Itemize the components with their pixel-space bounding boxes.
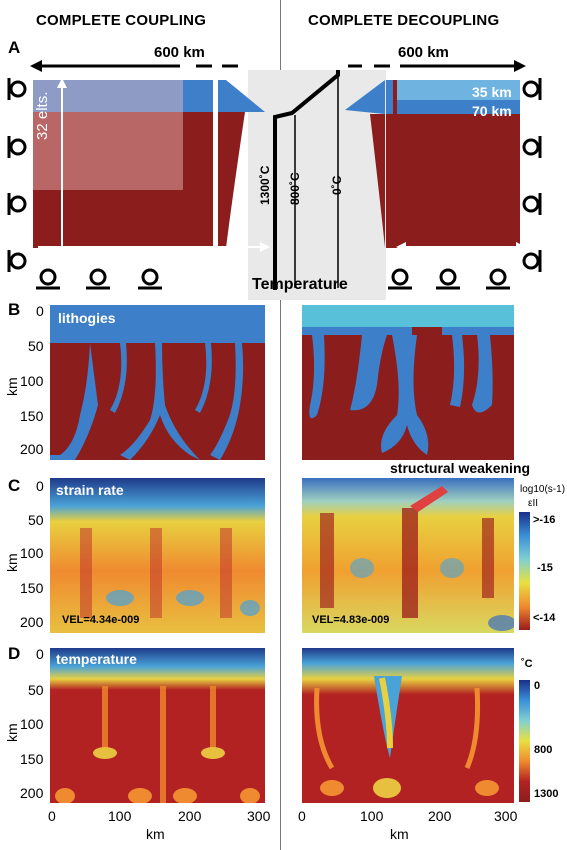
lithology-right <box>302 305 514 460</box>
strain-cbar-title: log10(s-1) <box>520 484 566 495</box>
panel-b-letter: B <box>8 300 21 319</box>
temp-tick-1: 800 <box>534 744 553 756</box>
horiz-elements-label: 200 elts. <box>80 248 137 265</box>
temp-800-label: 800˚C <box>288 172 302 205</box>
strain-tick-2: <-14 <box>533 612 556 624</box>
layer-35km: 35 km <box>472 84 512 100</box>
temp-1300-label: 1300˚C <box>258 165 272 205</box>
right-header: COMPLETE DECOUPLING <box>308 12 500 29</box>
panel-c-letter: C <box>8 476 21 495</box>
left-header: COMPLETE COUPLING <box>36 12 207 29</box>
y-label-b: km <box>4 377 20 396</box>
vert-elements-label: 32 elts. <box>34 91 51 140</box>
width-label-right: 600 km <box>398 44 449 61</box>
temperature-label: temperature <box>56 651 137 667</box>
right-upper-crust <box>397 80 520 100</box>
strain-tick-1: -15 <box>537 562 553 574</box>
right-roller-supports <box>522 78 542 272</box>
left-roller-supports <box>7 78 27 272</box>
temperature-profile <box>273 70 340 290</box>
x-label-left: km <box>146 826 165 842</box>
strain-cbar-sub: εII <box>528 498 539 509</box>
strain-rate-left <box>50 478 265 633</box>
temperature-right <box>302 648 514 803</box>
layer-70km: 70 km <box>472 103 512 119</box>
y-label-c: km <box>4 553 20 572</box>
temperature-title: Temperature <box>252 276 348 293</box>
temp-colorbar <box>519 680 530 802</box>
temperature-left <box>50 648 265 803</box>
panel-d-letter: D <box>8 644 21 663</box>
right-lower-crust <box>397 100 520 114</box>
vel-right: VEL=4.83e-009 <box>312 614 390 626</box>
center-divider <box>280 0 281 850</box>
weakening-arrow <box>410 486 448 512</box>
strain-tick-0: >-16 <box>533 514 556 526</box>
vel-left: VEL=4.34e-009 <box>62 614 140 626</box>
temp-tick-2: 1300 <box>534 788 559 800</box>
x-label-right: km <box>390 826 409 842</box>
lithology-label: lithogies <box>58 310 116 326</box>
structural-weakening-label: structural weakening <box>390 460 531 476</box>
width-label-left: 600 km <box>154 44 205 61</box>
strain-rate-label: strain rate <box>56 482 124 498</box>
y-label-d: km <box>4 723 20 742</box>
depth-396km: 396 km <box>452 255 500 271</box>
temp-0-label: 0˚C <box>330 175 344 195</box>
bottom-roller-supports <box>36 268 510 290</box>
temp-cbar-title: ˚C <box>521 658 533 670</box>
panel-a-diagram <box>7 60 542 300</box>
lithology-left <box>50 305 265 460</box>
strain-rate-right <box>302 478 514 633</box>
strain-colorbar <box>519 512 530 630</box>
temp-tick-0: 0 <box>534 680 541 692</box>
left-mesh-region <box>33 80 183 190</box>
panel-a-letter: A <box>8 38 21 57</box>
